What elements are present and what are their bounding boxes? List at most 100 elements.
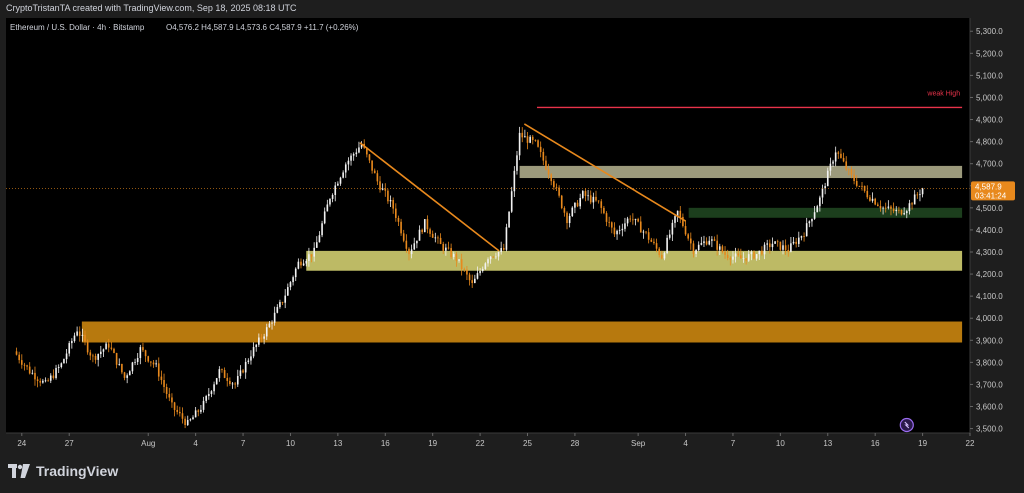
candle-body <box>761 250 763 255</box>
candle-body <box>244 361 247 373</box>
candle-body <box>919 194 921 196</box>
candle-body <box>516 155 518 171</box>
candle-body <box>308 254 310 261</box>
candle-body <box>194 410 197 418</box>
candle-body <box>471 280 474 284</box>
candle-body <box>637 218 639 222</box>
candle-body <box>766 243 769 245</box>
candle-body <box>450 248 452 257</box>
x-tick-label: 27 <box>65 439 74 448</box>
y-tick-label: 3,700.0 <box>976 380 1003 389</box>
candlestick-chart[interactable]: weak High 3,500.0 3,600.0 3,700.0 3,800.0 3,… <box>6 18 1018 461</box>
candle-body <box>128 371 131 376</box>
candle-body <box>790 243 792 252</box>
y-tick-label: 3,900.0 <box>976 336 1003 345</box>
yellow-support-zone <box>306 250 963 271</box>
y-tick-label: 3,500.0 <box>976 425 1003 434</box>
candle-body <box>410 249 413 255</box>
candle-body <box>800 236 803 238</box>
candle-body <box>126 375 128 378</box>
y-tick-label: 4,500.0 <box>976 204 1003 213</box>
candle-body <box>76 331 78 336</box>
candle-body <box>389 200 392 202</box>
price-tag-countdown: 03:41:24 <box>975 191 1007 200</box>
y-tick-label: 3,800.0 <box>976 358 1003 367</box>
candle-body <box>610 222 613 228</box>
candle-body <box>703 241 705 244</box>
candle-body <box>726 254 729 258</box>
candle-body <box>71 341 73 344</box>
y-tick-label: 5,100.0 <box>976 71 1003 80</box>
candle-body <box>474 278 476 284</box>
candle-body <box>587 195 589 197</box>
candle-body <box>895 209 898 212</box>
candle-body <box>242 370 244 373</box>
candle-body <box>392 200 394 209</box>
candle-body <box>42 380 44 383</box>
candle-body <box>23 364 26 366</box>
candle-body <box>405 240 408 249</box>
candle-body <box>774 241 776 244</box>
candle-body <box>884 207 887 209</box>
candle-body <box>366 147 368 155</box>
candle-body <box>150 361 152 363</box>
candle-body <box>463 268 466 270</box>
candle-body <box>118 364 121 365</box>
x-tick-label: 10 <box>776 439 785 448</box>
candle-body <box>421 229 423 233</box>
replay-icon-bolt <box>904 421 910 429</box>
candle-body <box>84 334 86 342</box>
candle-body <box>592 196 595 203</box>
candle-body <box>281 302 284 303</box>
candle-body <box>371 160 373 171</box>
candle-body <box>300 261 302 266</box>
candle-body <box>294 268 297 278</box>
candle-body <box>911 203 913 205</box>
candle-body <box>186 420 189 425</box>
candle-body <box>848 169 850 170</box>
candle-body <box>642 231 645 233</box>
candle-body <box>500 248 502 252</box>
candle-body <box>508 211 510 228</box>
candle-body <box>616 230 618 235</box>
candle-body <box>176 409 179 412</box>
candle-body <box>505 227 508 250</box>
candle-body <box>645 231 647 233</box>
x-tick-label: 24 <box>17 439 26 448</box>
candle-body <box>650 239 653 242</box>
candle-body <box>629 218 632 220</box>
y-tick-label: 4,800.0 <box>976 138 1003 147</box>
x-tick-label: 13 <box>823 439 832 448</box>
candle-body <box>595 196 597 201</box>
candle-body <box>387 190 389 202</box>
candle-body <box>834 152 837 162</box>
trendline-2[interactable] <box>523 123 686 222</box>
replay-icon[interactable] <box>899 417 914 433</box>
candle-body <box>339 177 342 184</box>
candle-body <box>318 235 321 243</box>
candle-body <box>234 383 236 385</box>
candle-body <box>842 157 845 162</box>
x-tick-label: 10 <box>286 439 295 448</box>
tradingview-brand[interactable]: TradingView <box>8 463 118 479</box>
candle-body <box>331 195 334 199</box>
candle-body <box>102 349 105 352</box>
candle-body <box>265 327 268 337</box>
candle-body <box>613 227 616 235</box>
candle-body <box>215 378 218 385</box>
candle-body <box>260 337 263 339</box>
candle-body <box>832 161 834 164</box>
candle-body <box>292 277 294 283</box>
y-tick-label: 4,400.0 <box>976 226 1003 235</box>
candle-body <box>342 172 344 178</box>
candle-body <box>903 213 905 215</box>
candle-body <box>621 228 624 231</box>
candle-body <box>808 221 811 224</box>
candle-body <box>658 248 661 255</box>
candle-body <box>855 181 858 186</box>
candle-body <box>397 217 400 222</box>
candle-body <box>787 249 790 252</box>
trendline-1[interactable] <box>359 142 500 252</box>
candle-body <box>560 195 563 209</box>
candle-body <box>384 188 387 191</box>
